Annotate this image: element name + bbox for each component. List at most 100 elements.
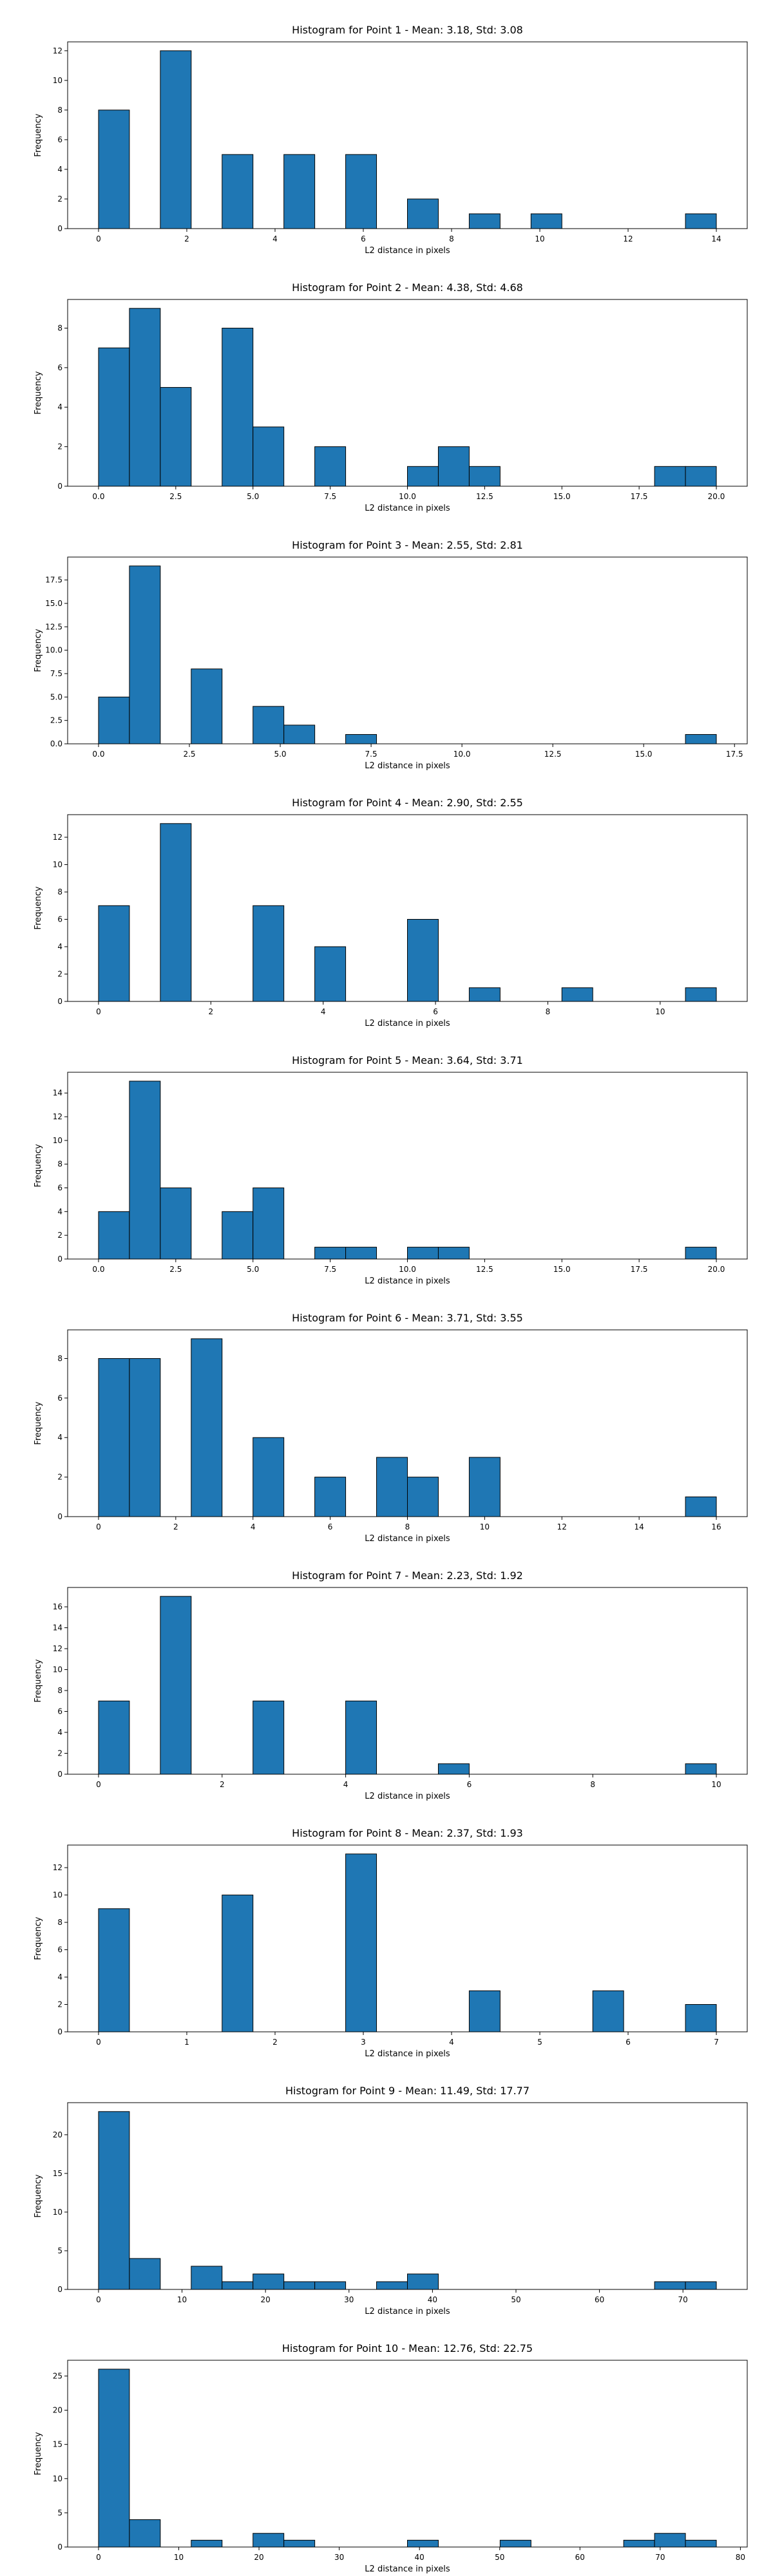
y-tick-label: 15 [53, 2169, 62, 2178]
y-tick-label: 8 [57, 1918, 62, 1927]
histogram-bar [561, 987, 593, 1002]
y-tick-label: 5 [57, 2246, 62, 2255]
y-tick-label: 0 [57, 1255, 62, 1264]
histogram-bar [314, 446, 347, 487]
x-tick-label: 0 [96, 1780, 101, 1789]
x-tick-label: 5.0 [247, 1265, 259, 1274]
histogram-bar [685, 987, 717, 1002]
y-tick-label: 6 [57, 363, 62, 372]
y-tick-label: 14 [53, 1088, 62, 1097]
x-tick-label: 16 [711, 1522, 721, 1531]
histogram-bar [437, 446, 470, 487]
plot-frame [67, 2102, 748, 2290]
x-axis-label: L2 distance in pixels [365, 2307, 450, 2316]
histogram-bar [222, 2281, 254, 2290]
y-tick-label: 6 [57, 1707, 62, 1716]
x-tick-label: 4 [343, 1780, 348, 1789]
y-tick-label: 15 [53, 2440, 62, 2449]
histogram-bar [253, 2533, 285, 2548]
y-tick-label: 20 [53, 2406, 62, 2415]
y-tick-label: 0 [57, 2543, 62, 2552]
x-tick-label: 0 [96, 1522, 101, 1531]
x-tick-label: 1 [184, 2038, 189, 2047]
x-tick-label: 5 [537, 2038, 542, 2047]
histogram-bar [191, 668, 223, 744]
y-tick-label: 0 [57, 997, 62, 1006]
x-tick-label: 6 [328, 1522, 333, 1531]
histogram-bar [345, 154, 377, 229]
x-tick-label: 30 [334, 2553, 344, 2562]
x-tick-label: 50 [511, 2295, 520, 2304]
histogram-bar [345, 1247, 377, 1260]
y-tick-label: 4 [57, 1728, 62, 1737]
y-tick-label: 16 [53, 1602, 62, 1611]
chart-panel: Histogram for Point 4 - Mean: 2.90, Std:… [33, 797, 748, 1028]
y-tick-label: 0 [57, 224, 62, 233]
plot-frame [67, 556, 748, 744]
x-tick-label: 40 [415, 2553, 425, 2562]
y-tick-label: 25 [53, 2371, 62, 2380]
x-tick-label: 7.5 [365, 750, 377, 759]
x-tick-label: 0 [96, 2295, 101, 2304]
y-axis-label: Frequency [33, 371, 43, 414]
x-tick-label: 2.5 [169, 492, 182, 501]
y-tick-label: 4 [57, 165, 62, 174]
y-tick-label: 2 [57, 1473, 62, 1482]
histogram-bar [407, 2539, 439, 2548]
y-tick-label: 0 [57, 1770, 62, 1779]
histogram-bar [98, 1908, 130, 2032]
y-axis-label: Frequency [33, 2432, 43, 2475]
y-tick-label: 6 [57, 135, 62, 144]
chart-title: Histogram for Point 2 - Mean: 4.38, Std:… [292, 281, 523, 294]
y-tick-label: 12 [53, 1112, 62, 1121]
x-tick-label: 60 [575, 2553, 585, 2562]
chart-title: Histogram for Point 6 - Mean: 3.71, Std:… [292, 1312, 523, 1324]
histogram-bar [191, 2266, 223, 2290]
x-tick-label: 0.0 [92, 1265, 104, 1274]
y-tick-label: 6 [57, 915, 62, 924]
chart-title: Histogram for Point 9 - Mean: 11.49, Std… [285, 2085, 530, 2097]
histogram-bar [191, 2539, 223, 2548]
histogram-bar [129, 2258, 161, 2290]
x-tick-label: 10 [655, 1007, 665, 1016]
y-axis-label: Frequency [33, 886, 43, 929]
x-tick-label: 10 [711, 1780, 721, 1789]
histogram-bar [98, 2111, 130, 2290]
x-tick-label: 70 [678, 2295, 688, 2304]
histogram-bar [222, 1895, 254, 2032]
x-tick-label: 0.0 [92, 750, 104, 759]
chart-title: Histogram for Point 10 - Mean: 12.76, St… [282, 2342, 533, 2354]
histogram-bar [654, 2533, 686, 2548]
x-tick-label: 2 [209, 1007, 214, 1016]
y-tick-label: 10 [53, 76, 62, 85]
x-tick-label: 12.5 [476, 1265, 493, 1274]
histogram-bar [345, 1853, 377, 2032]
chart-panel: Histogram for Point 7 - Mean: 2.23, Std:… [33, 1569, 748, 1801]
plot-frame [67, 1844, 748, 2032]
x-tick-label: 12 [557, 1522, 567, 1531]
y-axis-label: Frequency [33, 113, 43, 156]
histogram-bar [468, 1990, 501, 2032]
x-tick-label: 8 [546, 1007, 551, 1016]
histogram-bar [314, 2281, 347, 2290]
x-tick-label: 14 [635, 1522, 644, 1531]
plot-frame [67, 2360, 748, 2548]
histogram-bar [222, 154, 254, 229]
histogram-bar [376, 1457, 408, 1517]
x-tick-label: 10.0 [399, 492, 416, 501]
y-tick-label: 2 [57, 1231, 62, 1240]
x-tick-label: 6 [467, 1780, 472, 1789]
plot-frame [67, 41, 748, 229]
histogram-bar [685, 213, 717, 229]
y-tick-label: 12 [53, 1644, 62, 1653]
x-axis-label: L2 distance in pixels [365, 504, 450, 513]
x-tick-label: 17.5 [726, 750, 743, 759]
y-tick-label: 6 [57, 1394, 62, 1403]
histogram-bar [314, 946, 347, 1002]
histogram-bar [129, 1358, 161, 1517]
histogram-bar [222, 327, 254, 487]
x-tick-label: 10 [535, 234, 544, 243]
x-axis-label: L2 distance in pixels [365, 2564, 450, 2574]
y-axis-label: Frequency [33, 1659, 43, 1702]
